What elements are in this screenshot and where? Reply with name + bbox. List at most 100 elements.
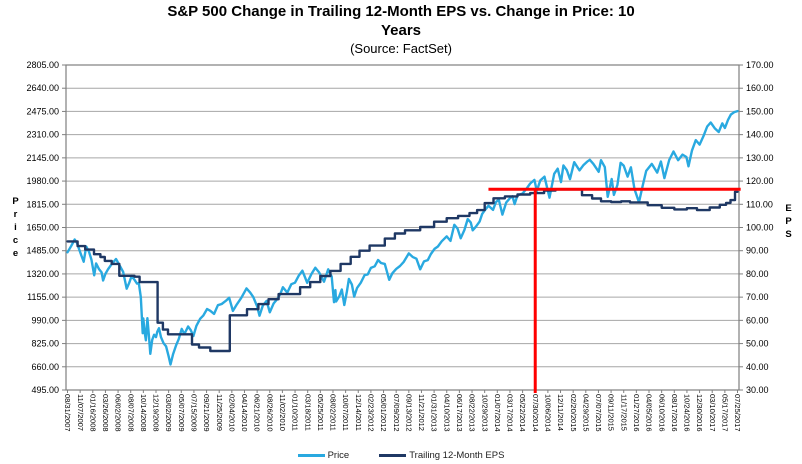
svg-text:01/27/2016: 01/27/2016 — [632, 394, 641, 432]
svg-text:03/10/2017: 03/10/2017 — [708, 394, 717, 432]
svg-text:10/07/2011: 10/07/2011 — [341, 394, 350, 431]
svg-text:06/21/2010: 06/21/2010 — [253, 394, 262, 432]
right-axis-title: EPS — [783, 203, 794, 242]
svg-text:160.00: 160.00 — [746, 83, 774, 93]
legend-label-eps: Trailing 12-Month EPS — [409, 450, 505, 461]
svg-text:1155.00: 1155.00 — [27, 292, 59, 302]
svg-text:130.00: 130.00 — [746, 153, 774, 163]
svg-text:08/17/2016: 08/17/2016 — [670, 394, 679, 432]
chart-title-line1: S&P 500 Change in Trailing 12-Month EPS … — [167, 3, 635, 20]
svg-text:30.00: 30.00 — [746, 385, 769, 395]
svg-text:09/21/2009: 09/21/2009 — [202, 394, 211, 432]
chart-legend: Price Trailing 12-Month EPS — [0, 450, 802, 461]
svg-text:2475.00: 2475.00 — [26, 106, 59, 116]
svg-text:80.00: 80.00 — [746, 269, 769, 279]
svg-text:12/19/2008: 12/19/2008 — [152, 394, 161, 432]
svg-text:2145.00: 2145.00 — [26, 153, 59, 163]
svg-text:07/25/2017: 07/25/2017 — [733, 394, 742, 432]
svg-text:2310.00: 2310.00 — [26, 130, 59, 140]
legend-item-eps: Trailing 12-Month EPS — [379, 450, 504, 461]
svg-text:1650.00: 1650.00 — [26, 223, 59, 233]
svg-text:100.00: 100.00 — [746, 223, 774, 233]
svg-text:08/26/2010: 08/26/2010 — [265, 394, 274, 432]
svg-text:05/22/2014: 05/22/2014 — [518, 394, 527, 432]
svg-text:50.00: 50.00 — [746, 339, 769, 349]
svg-text:02/23/2012: 02/23/2012 — [366, 394, 375, 432]
svg-text:05/07/2009: 05/07/2009 — [177, 394, 186, 432]
svg-text:150.00: 150.00 — [746, 106, 774, 116]
svg-text:02/20/2015: 02/20/2015 — [569, 394, 578, 432]
svg-text:04/10/2013: 04/10/2013 — [442, 394, 451, 432]
svg-text:11/25/2009: 11/25/2009 — [215, 394, 224, 431]
svg-text:02/04/2010: 02/04/2010 — [227, 394, 236, 432]
svg-text:10/24/2016: 10/24/2016 — [683, 394, 692, 432]
svg-text:90.00: 90.00 — [746, 246, 769, 256]
svg-text:140.00: 140.00 — [746, 130, 774, 140]
svg-text:495.00: 495.00 — [31, 385, 59, 395]
svg-text:825.00: 825.00 — [31, 339, 59, 349]
svg-text:12/11/2014: 12/11/2014 — [556, 394, 565, 431]
svg-text:08/31/2007: 08/31/2007 — [63, 394, 72, 432]
left-axis-title: Price — [10, 196, 21, 261]
svg-text:07/15/2009: 07/15/2009 — [190, 394, 199, 432]
svg-text:1320.00: 1320.00 — [26, 269, 59, 279]
svg-text:110.00: 110.00 — [746, 199, 773, 209]
right-axis-tick-labels: 170.00 160.00 150.00 140.00 130.00 120.00 110.… — [739, 60, 774, 395]
svg-text:11/21/2012: 11/21/2012 — [417, 394, 426, 431]
svg-text:04/05/2016: 04/05/2016 — [645, 394, 654, 432]
svg-text:10/29/2013: 10/29/2013 — [480, 394, 489, 432]
svg-text:1815.00: 1815.00 — [26, 199, 59, 209]
svg-text:11/17/2015: 11/17/2015 — [619, 394, 628, 431]
svg-text:03/26/2008: 03/26/2008 — [101, 394, 110, 432]
eps-line-swatch — [379, 454, 407, 457]
svg-text:04/29/2015: 04/29/2015 — [581, 394, 590, 432]
price-series-line — [66, 109, 739, 366]
eps-series-line — [66, 188, 739, 353]
svg-text:03/02/2009: 03/02/2009 — [164, 394, 173, 432]
svg-text:01/31/2013: 01/31/2013 — [430, 394, 439, 432]
svg-text:2640.00: 2640.00 — [26, 83, 59, 93]
svg-text:05/01/2012: 05/01/2012 — [379, 394, 388, 432]
svg-text:40.00: 40.00 — [746, 362, 769, 372]
svg-text:09/13/2012: 09/13/2012 — [404, 394, 413, 432]
svg-text:2805.00: 2805.00 — [26, 60, 59, 70]
svg-text:01/16/2008: 01/16/2008 — [88, 394, 97, 432]
svg-text:01/07/2014: 01/07/2014 — [493, 394, 502, 432]
left-axis-tick-labels: 2805.00 2640.00 2475.00 2310.00 2145.00 1980.… — [26, 60, 66, 395]
svg-text:170.00: 170.00 — [746, 60, 774, 70]
svg-text:09/11/2015: 09/11/2015 — [607, 394, 616, 431]
svg-text:05/25/2011: 05/25/2011 — [316, 394, 325, 431]
x-axis-tick-labels: 08/31/2007 11/07/2007 01/16/2008 03/26/2008… — [63, 390, 742, 432]
chart-title-line2: Years — [380, 22, 422, 39]
legend-label-price: Price — [327, 450, 350, 461]
svg-text:10/14/2008: 10/14/2008 — [139, 394, 148, 432]
svg-text:03/17/2014: 03/17/2014 — [506, 394, 515, 432]
svg-text:08/22/2013: 08/22/2013 — [468, 394, 477, 432]
svg-text:10/06/2014: 10/06/2014 — [543, 394, 552, 432]
svg-text:1485.00: 1485.00 — [26, 246, 59, 256]
svg-text:08/07/2008: 08/07/2008 — [126, 394, 135, 432]
legend-item-price: Price — [297, 450, 350, 461]
svg-text:06/17/2013: 06/17/2013 — [455, 394, 464, 432]
svg-text:11/02/2010: 11/02/2010 — [278, 394, 287, 431]
chart-source-subtitle: (Source: FactSet) — [350, 41, 452, 56]
svg-text:08/02/2011: 08/02/2011 — [329, 394, 338, 431]
svg-text:120.00: 120.00 — [746, 176, 774, 186]
svg-text:05/17/2017: 05/17/2017 — [720, 394, 729, 432]
svg-text:07/07/2015: 07/07/2015 — [594, 394, 603, 432]
chart-header: S&P 500 Change in Trailing 12-Month EPS … — [0, 2, 802, 57]
svg-text:06/10/2016: 06/10/2016 — [657, 394, 666, 432]
svg-text:660.00: 660.00 — [31, 362, 59, 372]
svg-text:70.00: 70.00 — [746, 292, 769, 302]
price-line-swatch — [297, 454, 325, 457]
svg-text:1980.00: 1980.00 — [26, 176, 59, 186]
svg-text:03/18/2011: 03/18/2011 — [303, 394, 312, 431]
svg-text:06/02/2008: 06/02/2008 — [114, 394, 123, 432]
gridlines — [66, 64, 739, 391]
svg-text:990.00: 990.00 — [31, 315, 59, 325]
svg-text:12/14/2011: 12/14/2011 — [354, 394, 363, 431]
svg-text:12/30/2016: 12/30/2016 — [695, 394, 704, 432]
svg-text:60.00: 60.00 — [746, 315, 769, 325]
